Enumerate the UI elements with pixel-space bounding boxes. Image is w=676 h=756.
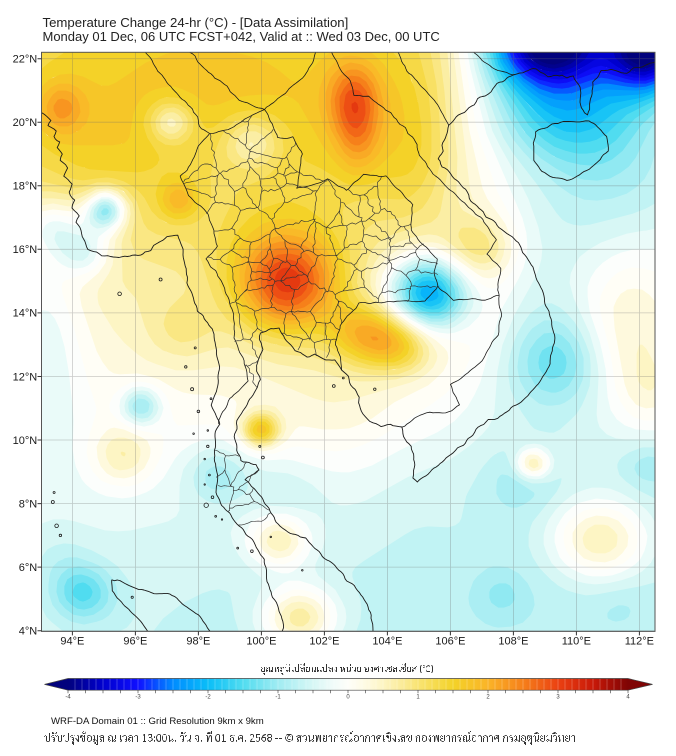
svg-text:-4: -4 [65, 694, 71, 700]
svg-text:20°N: 20°N [13, 117, 38, 129]
svg-text:8°N: 8°N [19, 498, 38, 510]
svg-text:3: 3 [556, 694, 560, 700]
svg-text:94°E: 94°E [60, 636, 84, 648]
svg-text:22°N: 22°N [13, 54, 38, 66]
svg-text:-2: -2 [205, 694, 211, 700]
svg-text:12°N: 12°N [13, 371, 38, 383]
svg-text:102°E: 102°E [309, 636, 339, 648]
svg-text:104°E: 104°E [372, 636, 402, 648]
svg-text:4°N: 4°N [19, 626, 38, 638]
svg-text:4: 4 [626, 694, 630, 700]
svg-text:100°E: 100°E [246, 636, 276, 648]
svg-text:0: 0 [346, 694, 350, 700]
svg-text:6°N: 6°N [19, 562, 38, 574]
svg-text:14°N: 14°N [13, 308, 38, 320]
svg-text:96°E: 96°E [123, 636, 147, 648]
svg-text:108°E: 108°E [498, 636, 528, 648]
svg-text:16°N: 16°N [13, 244, 38, 256]
svg-text:106°E: 106°E [435, 636, 465, 648]
svg-text:112°E: 112°E [625, 636, 654, 648]
svg-text:18°N: 18°N [13, 181, 38, 193]
svg-text:98°E: 98°E [186, 636, 210, 648]
svg-text:-3: -3 [135, 694, 141, 700]
svg-text:1: 1 [416, 694, 420, 700]
svg-text:110°E: 110°E [562, 636, 591, 648]
svg-text:2: 2 [486, 694, 490, 700]
svg-text:10°N: 10°N [13, 435, 38, 447]
svg-text:-1: -1 [275, 694, 281, 700]
